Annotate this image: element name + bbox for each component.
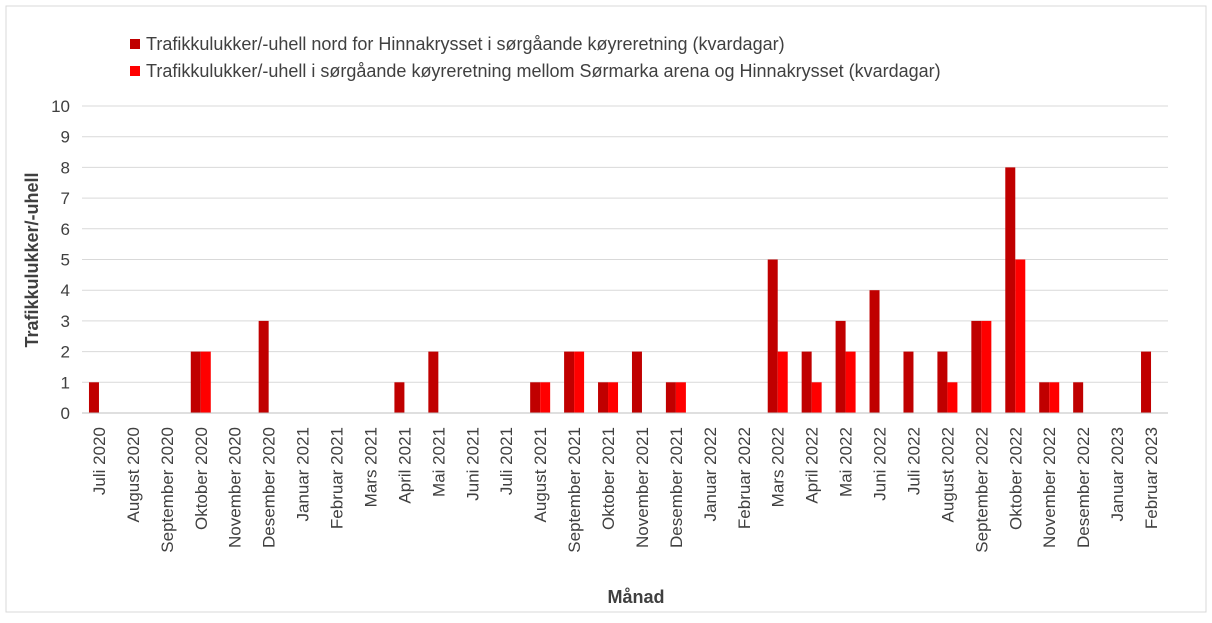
x-tick-label: September 2022: [972, 427, 991, 553]
x-tick-label: Februar 2022: [735, 427, 754, 529]
x-tick-label: Desember 2021: [667, 427, 686, 548]
bar: [981, 320, 992, 413]
x-tick-label: Mars 2022: [769, 427, 788, 507]
x-axis-title: Månad: [607, 587, 664, 607]
bar: [1073, 382, 1084, 413]
y-tick-label: 3: [61, 312, 70, 331]
x-tick-label: Desember 2022: [1074, 427, 1093, 548]
y-axis-title: Trafikkulukker/-uhell: [22, 172, 42, 347]
x-tick-label: Januar 2021: [294, 427, 313, 522]
x-tick-label: Mai 2022: [837, 427, 856, 497]
x-tick-label: Oktober 2022: [1006, 427, 1025, 530]
x-tick-label: Februar 2023: [1142, 427, 1161, 529]
x-tick-label: August 2022: [938, 427, 957, 522]
bar: [947, 382, 958, 413]
x-tick-label: Juli 2020: [90, 427, 109, 495]
bar: [608, 382, 619, 413]
bar: [675, 382, 686, 413]
bar: [428, 351, 439, 413]
y-tick-label: 8: [61, 158, 70, 177]
bar: [767, 259, 778, 413]
bar: [540, 382, 551, 413]
x-tick-label: Juli 2021: [497, 427, 516, 495]
bar: [665, 382, 676, 413]
bar: [1039, 382, 1050, 413]
x-tick-label: August 2020: [124, 427, 143, 522]
bar: [190, 351, 201, 413]
bar: [598, 382, 609, 413]
y-tick-label: 1: [61, 373, 70, 392]
bar: [88, 382, 99, 413]
y-tick-label: 5: [61, 251, 70, 270]
bar: [564, 351, 575, 413]
bar: [631, 351, 642, 413]
bar: [971, 320, 982, 413]
bar: [903, 351, 914, 413]
x-tick-label: Juli 2022: [904, 427, 923, 495]
x-tick-label: April 2022: [803, 427, 822, 504]
x-tick-label: Februar 2021: [328, 427, 347, 529]
bar: [937, 351, 948, 413]
legend-label: Trafikkulukker/-uhell i sørgåande køyrer…: [146, 61, 941, 81]
x-tick-label: Januar 2023: [1108, 427, 1127, 522]
x-tick-label: September 2021: [565, 427, 584, 553]
x-tick-label: Juni 2021: [463, 427, 482, 501]
bar: [835, 320, 846, 413]
bar: [1005, 167, 1016, 413]
bar: [1049, 382, 1060, 413]
legend-label: Trafikkulukker/-uhell nord for Hinnakrys…: [146, 34, 785, 54]
bar: [811, 382, 822, 413]
bar: [200, 351, 211, 413]
y-tick-label: 4: [61, 281, 70, 300]
bar: [1141, 351, 1152, 413]
x-tick-label: September 2020: [158, 427, 177, 553]
bar: [394, 382, 405, 413]
y-tick-label: 2: [61, 343, 70, 362]
y-tick-label: 6: [61, 220, 70, 239]
x-tick-label: Juni 2022: [871, 427, 890, 501]
bar: [801, 351, 812, 413]
x-tick-label: Oktober 2021: [599, 427, 618, 530]
legend-swatch: [130, 39, 140, 49]
x-tick-label: Desember 2020: [260, 427, 279, 548]
x-tick-label: April 2021: [395, 427, 414, 504]
x-tick-label: November 2020: [226, 427, 245, 548]
y-tick-label: 7: [61, 189, 70, 208]
y-tick-label: 10: [51, 97, 70, 116]
y-tick-label: 0: [61, 404, 70, 423]
bar: [1015, 259, 1026, 413]
bar: [258, 320, 269, 413]
bar: [869, 290, 880, 413]
legend-swatch: [130, 66, 140, 76]
bar: [845, 351, 856, 413]
x-tick-label: November 2022: [1040, 427, 1059, 548]
bar: [777, 351, 788, 413]
x-tick-label: November 2021: [633, 427, 652, 548]
y-tick-label: 9: [61, 128, 70, 147]
x-tick-label: August 2021: [531, 427, 550, 522]
bar: [574, 351, 585, 413]
x-tick-label: Mars 2021: [361, 427, 380, 507]
bar: [530, 382, 541, 413]
x-tick-label: Januar 2022: [701, 427, 720, 522]
x-tick-label: Mai 2021: [429, 427, 448, 497]
x-tick-label: Oktober 2020: [192, 427, 211, 530]
